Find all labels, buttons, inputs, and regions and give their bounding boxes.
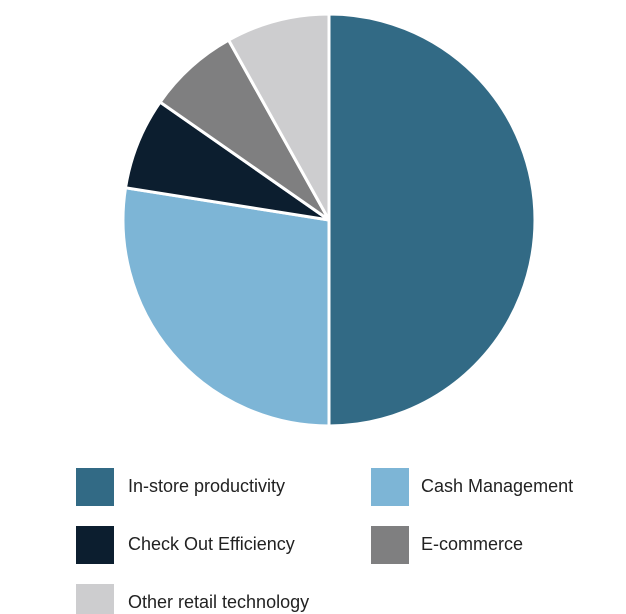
- legend-swatch: [76, 584, 114, 614]
- pie-slice: [121, 186, 331, 428]
- legend-swatch: [76, 526, 114, 564]
- legend-label: Cash Management: [421, 476, 573, 496]
- legend-swatch: [371, 526, 409, 564]
- legend-swatch: [76, 468, 114, 506]
- legend-label: In-store productivity: [128, 476, 285, 496]
- legend-swatch: [371, 468, 409, 506]
- pie-slice: [327, 12, 537, 428]
- pie-slice: [226, 12, 331, 226]
- legend-label: Other retail technology: [128, 592, 309, 612]
- legend-label: E-commerce: [421, 534, 523, 554]
- legend-label: Check Out Efficiency: [128, 534, 295, 554]
